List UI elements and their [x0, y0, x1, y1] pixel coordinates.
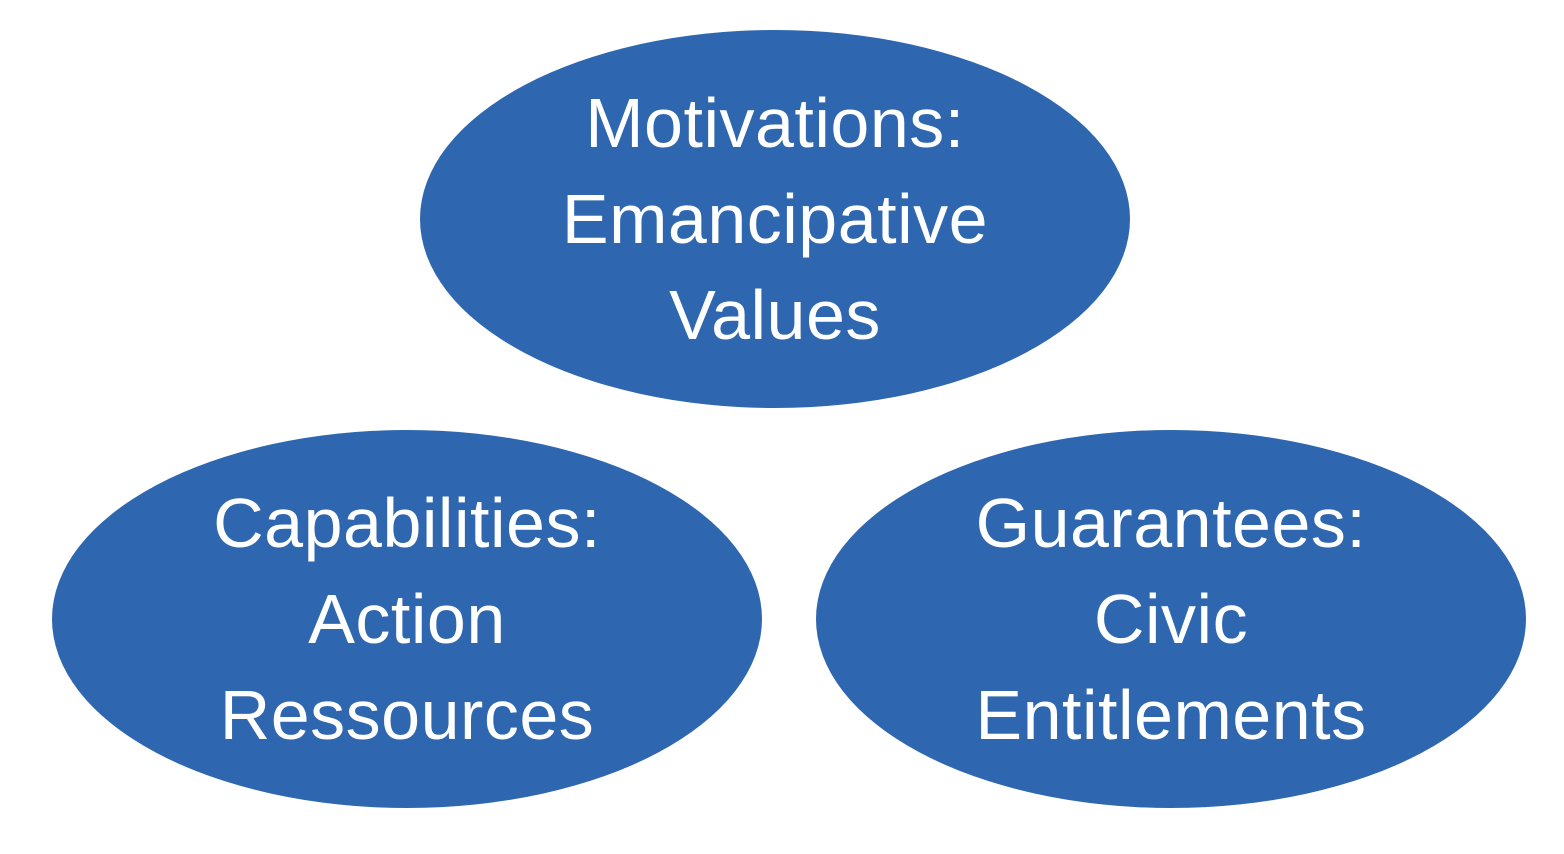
node-guarantees: Guarantees: Civic Entitlements [816, 430, 1526, 808]
node-text-line: Civic [1093, 580, 1249, 658]
node-text-line: Action [308, 580, 506, 658]
node-text-line: Ressources [219, 676, 595, 754]
node-text-line: Entitlements [975, 676, 1367, 754]
node-text-line: Emancipative [561, 180, 989, 258]
node-capabilities: Capabilities: Action Ressources [52, 430, 762, 808]
node-text-line: Values [669, 276, 881, 354]
node-motivations: Motivations: Emancipative Values [420, 30, 1130, 408]
node-heading: Capabilities: [213, 484, 601, 562]
node-heading: Motivations: [585, 84, 965, 162]
node-heading: Guarantees: [975, 484, 1367, 562]
